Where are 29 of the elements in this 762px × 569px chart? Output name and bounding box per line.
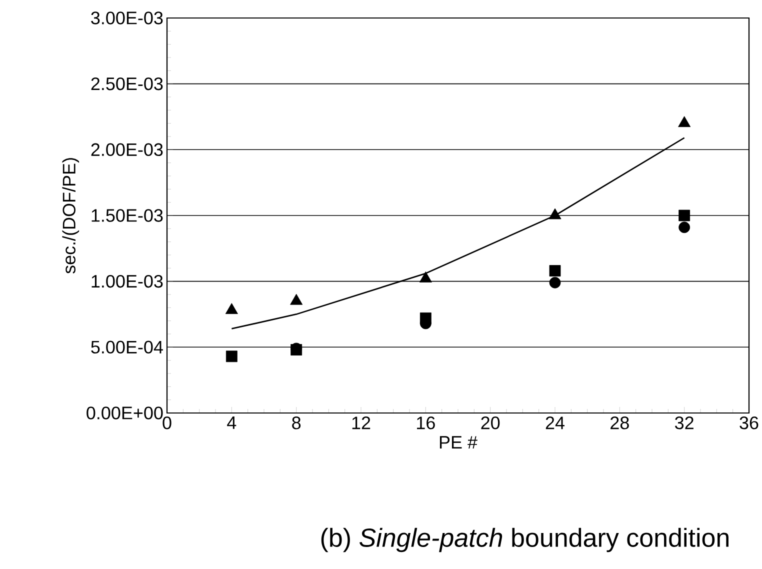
y-tick-label: 2.50E-03 <box>91 77 163 90</box>
y-tick-label: 3.00E-03 <box>91 12 163 24</box>
y-tick-label: 0.00E+00 <box>86 406 163 420</box>
x-tick-label: 8 <box>292 416 301 430</box>
point <box>226 350 238 362</box>
text: (b) Single-patch boundary condition <box>321 528 728 552</box>
x-tick-label: 4 <box>227 416 236 429</box>
x-tick-label: 32 <box>675 416 694 430</box>
x-tick-label: 20 <box>481 416 500 430</box>
x-tick-label: 24 <box>546 416 564 430</box>
x-tick-label: 36 <box>740 416 758 430</box>
y-tick-label: 1.00E-03 <box>92 274 163 288</box>
x-tick-label: 16 <box>417 416 435 430</box>
point <box>678 222 690 234</box>
point <box>549 276 561 288</box>
x-tick-label: 28 <box>610 416 629 430</box>
x-axis-title: PE # <box>440 436 478 449</box>
y-axis-title: sec./(DOF/PE) <box>62 158 80 274</box>
point <box>678 210 690 222</box>
line-series <box>230 137 686 330</box>
y-tick-label: 2.00E-03 <box>91 143 163 156</box>
y-tick-label: 5.00E-04 <box>91 340 163 354</box>
x-tick-label: 12 <box>352 416 370 430</box>
point <box>420 312 432 324</box>
point <box>678 116 691 128</box>
x-tick-label: 0 <box>162 416 172 430</box>
y-tick-label: 1.50E-03 <box>92 209 163 222</box>
point <box>548 208 562 220</box>
point <box>549 265 561 276</box>
